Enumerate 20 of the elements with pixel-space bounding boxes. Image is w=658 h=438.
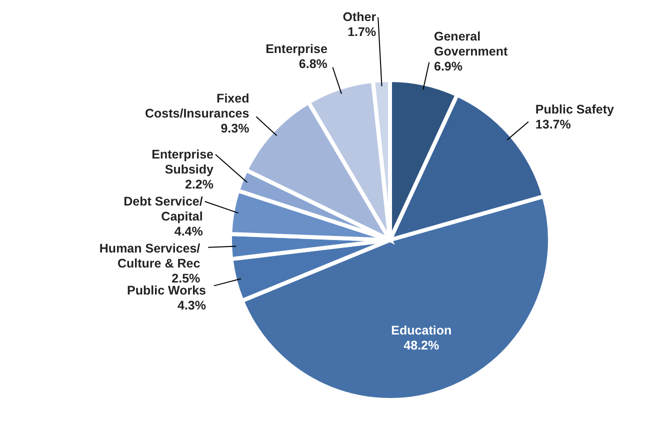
data-label: 4.3% bbox=[177, 298, 206, 313]
slice-label: Public Safety bbox=[535, 102, 614, 116]
slice-label: Education bbox=[391, 324, 452, 338]
slice-label: Enterprise bbox=[266, 42, 328, 56]
data-label: 9.3% bbox=[220, 122, 250, 136]
data-label: 13.7% bbox=[535, 117, 571, 132]
data-label: 48.2% bbox=[404, 338, 440, 353]
slice-label: Human Services/ Culture & Rec bbox=[99, 242, 201, 271]
slice-label: Enterprise Subsidy bbox=[152, 148, 214, 177]
slice-label: Public Works bbox=[127, 284, 206, 298]
slice-label: General Government bbox=[434, 29, 508, 58]
data-label: 4.4% bbox=[174, 224, 203, 239]
data-label: 6.8% bbox=[298, 57, 328, 72]
data-label: 2.2% bbox=[184, 178, 214, 192]
data-label: 6.9% bbox=[434, 59, 463, 74]
slice-label: Debt Service/ Capital bbox=[124, 194, 204, 224]
data-label: 1.7% bbox=[348, 25, 376, 40]
data-label: 2.5% bbox=[172, 272, 200, 286]
slice-label: Fixed Costs/Insurances bbox=[145, 92, 250, 121]
slice-label: Other bbox=[342, 10, 376, 24]
